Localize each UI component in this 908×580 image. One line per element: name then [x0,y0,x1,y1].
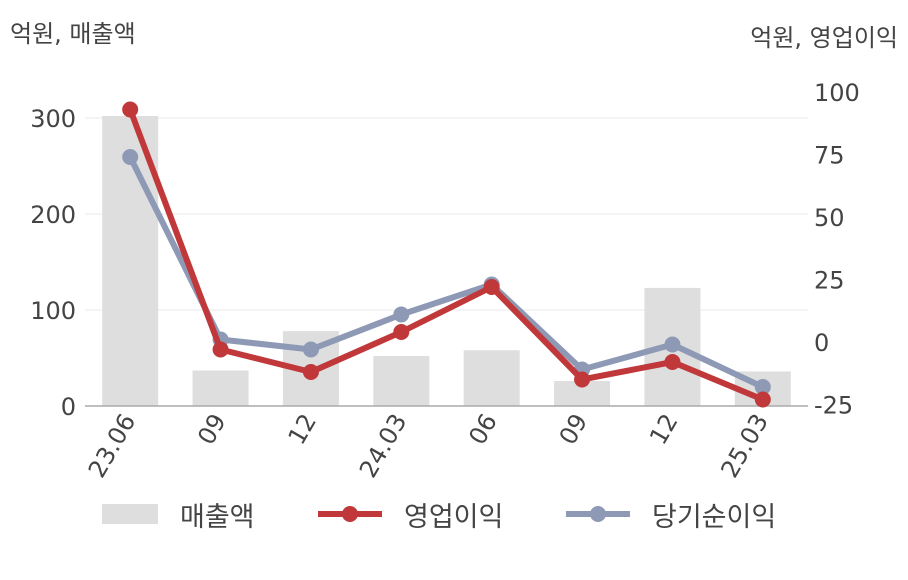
legend-label-operating: 영업이익 [404,501,504,533]
operating-profit-point [212,341,229,358]
x-tick-label: 23.06 [83,409,142,483]
net-income-point [122,149,139,165]
right-tick-label: 25 [814,267,845,295]
operating-profit-point [574,371,591,388]
legend-item-net: 당기순이익 [566,492,776,536]
sales-bars [102,116,791,406]
net-income-line [127,154,766,390]
x-tick-label: 25.03 [715,409,774,483]
left-tick-label: 200 [30,201,76,229]
net-income-point [302,341,319,358]
x-tick-label: 09 [192,409,232,449]
right-tick-label: 75 [814,142,845,170]
operating-profit-point [302,364,319,380]
legend-swatch-sales [102,504,158,524]
legend-item-operating: 영업이익 [318,492,503,536]
left-tick-label: 0 [61,393,76,421]
legend-swatch-operating [318,506,382,522]
right-tick-label: 50 [814,204,845,232]
profit-lines [122,101,771,408]
right-axis-unit-label: 억원, 영업이익 [750,24,898,52]
net-income-point [664,336,681,353]
left-axis-unit-label: 억원, 매출액 [10,20,136,48]
legend-label-sales: 매출액 [180,501,255,533]
x-tick-label: 06 [463,409,503,449]
operating-profit-point [393,324,410,340]
combo-chart: 0 100 200 300 -25 0 25 50 75 100 23.06 09 12 24.03 06 0… [30,79,860,483]
net-income-point [393,306,410,323]
sales-bar [463,350,520,406]
legend-label-net: 당기순이익 [652,501,777,533]
right-tick-label: 100 [814,79,860,107]
right-tick-label: 0 [814,329,829,357]
x-tick-label: 09 [554,409,594,449]
left-tick-label: 100 [30,297,76,325]
sales-bar [192,370,249,406]
net-income-point [754,379,771,395]
operating-profit-point [122,101,139,118]
x-tick-label: 12 [283,409,323,449]
operating-profit-point [664,354,681,370]
right-tick-label: -25 [814,392,853,420]
operating-profit-line [127,106,766,403]
x-tick-label: 24.03 [354,409,413,483]
left-tick-label: 300 [30,105,76,133]
sales-bar [373,356,430,406]
legend-swatch-net [566,506,630,522]
legend-item-sales: 매출액 [102,492,255,536]
legend: 매출액 영업이익 당기순이익 [0,492,908,536]
operating-profit-point [483,279,500,295]
x-tick-label: 12 [644,409,684,449]
operating-profit-point [754,391,771,408]
